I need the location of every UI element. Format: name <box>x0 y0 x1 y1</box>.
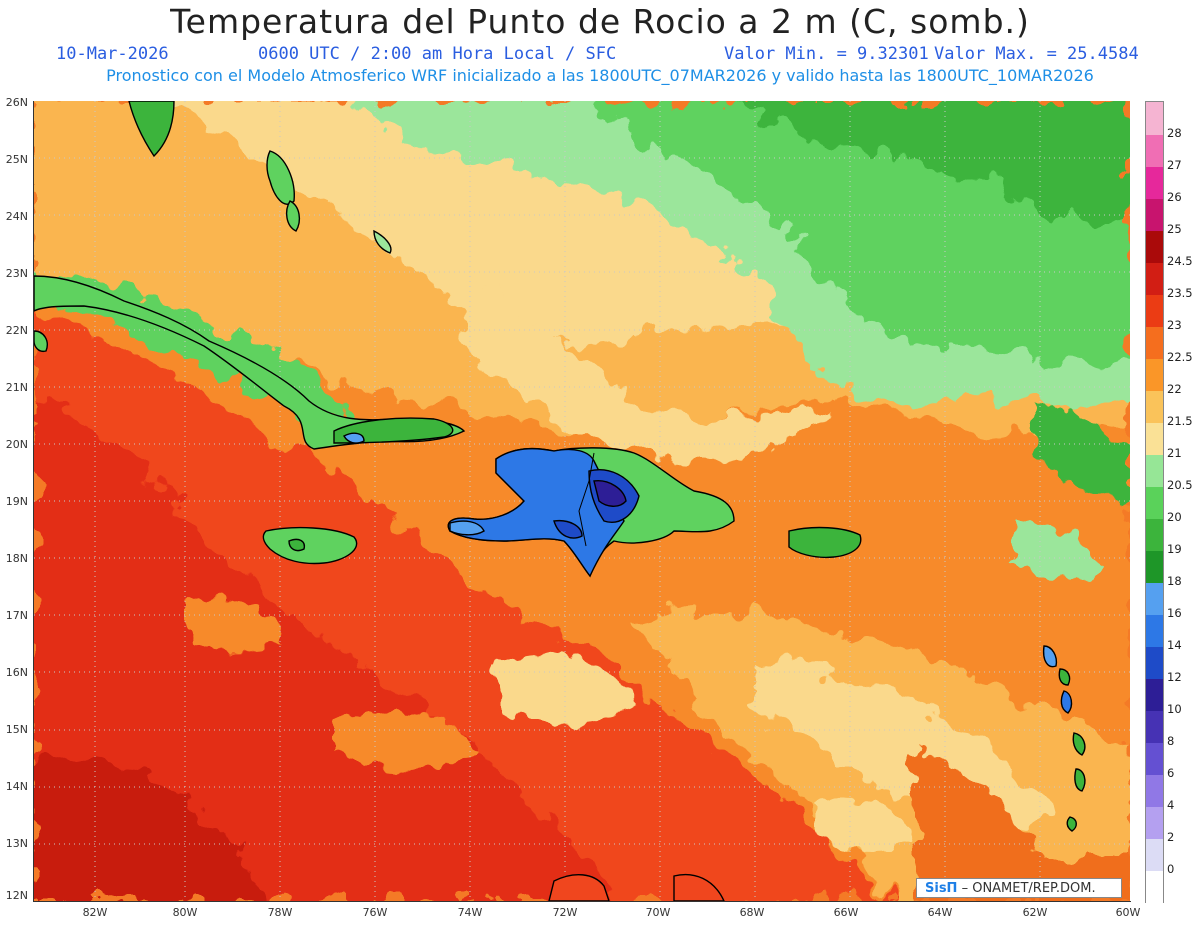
colorbar-segment <box>1146 294 1163 327</box>
colorbar-segment <box>1146 710 1163 743</box>
colorbar-label: 8 <box>1167 734 1175 748</box>
lon-tick: 76W <box>362 906 388 919</box>
colorbar-segment <box>1146 166 1163 199</box>
colorbar-label: 25 <box>1167 222 1182 236</box>
colorbar-segment <box>1146 774 1163 807</box>
coastlines <box>34 101 1086 901</box>
lon-tick: 62W <box>1022 906 1048 919</box>
colorbar-label: 22 <box>1167 382 1182 396</box>
lat-tick: 25N <box>5 153 28 166</box>
lat-tick: 22N <box>5 324 28 337</box>
colorbar-label: 2 <box>1167 830 1175 844</box>
model-info: Pronostico con el Modelo Atmosferico WRF… <box>106 66 1094 85</box>
colorbar-label: 12 <box>1167 670 1182 684</box>
lat-tick: 24N <box>5 210 28 223</box>
colorbar-label: 28 <box>1167 126 1182 140</box>
colorbar-segment <box>1146 422 1163 455</box>
lon-tick: 70W <box>645 906 671 919</box>
min-value: Valor Min. = 9.32301 <box>724 44 929 64</box>
lon-tick: 82W <box>82 906 108 919</box>
colorbar-label: 24.5 <box>1167 254 1193 268</box>
lat-tick: 18N <box>5 552 28 565</box>
colorbar-label: 20 <box>1167 510 1182 524</box>
lat-tick: 20N <box>5 438 28 451</box>
x-axis-line <box>33 901 1131 902</box>
colorbar-label: 16 <box>1167 606 1182 620</box>
colorbar <box>1145 101 1164 903</box>
max-value: Valor Max. = 25.4584 <box>934 44 1139 64</box>
colorbar-label: 6 <box>1167 766 1175 780</box>
lon-tick: 78W <box>267 906 293 919</box>
colorbar-segment <box>1146 742 1163 775</box>
colorbar-label: 21 <box>1167 446 1182 460</box>
lat-tick: 21N <box>5 381 28 394</box>
forecast-date: 10-Mar-2026 <box>56 44 169 64</box>
lat-tick: 13N <box>5 837 28 850</box>
colorbar-label: 19 <box>1167 542 1182 556</box>
colorbar-segment <box>1146 518 1163 551</box>
colorbar-segment <box>1146 326 1163 359</box>
credit-text: – ONAMET/REP.DOM. <box>961 881 1096 896</box>
colorbar-segment <box>1146 646 1163 679</box>
colorbar-segment <box>1146 870 1163 903</box>
colorbar-segment <box>1146 358 1163 391</box>
colorbar-segment <box>1146 230 1163 263</box>
lon-tick: 72W <box>552 906 578 919</box>
lon-tick: 68W <box>739 906 765 919</box>
lat-tick: 15N <box>5 723 28 736</box>
lon-tick: 66W <box>833 906 859 919</box>
colorbar-segment <box>1146 390 1163 423</box>
lon-tick: 60W <box>1115 906 1141 919</box>
colorbar-label: 10 <box>1167 702 1182 716</box>
colorbar-segment <box>1146 102 1163 135</box>
lat-tick: 17N <box>5 609 28 622</box>
subtitle-row: 10-Mar-2026 0600 UTC / 2:00 am Hora Loca… <box>0 44 1200 66</box>
colorbar-label: 23 <box>1167 318 1182 332</box>
lon-tick: 80W <box>172 906 198 919</box>
colorbar-segment <box>1146 550 1163 583</box>
colorbar-segment <box>1146 582 1163 615</box>
lat-tick: 16N <box>5 666 28 679</box>
colorbar-segment <box>1146 838 1163 871</box>
colorbar-segment <box>1146 262 1163 295</box>
forecast-time: 0600 UTC / 2:00 am Hora Local / SFC <box>258 44 617 64</box>
lat-tick: 19N <box>5 495 28 508</box>
lon-tick: 64W <box>927 906 953 919</box>
colorbar-label: 21.5 <box>1167 414 1193 428</box>
colorbar-label: 18 <box>1167 574 1182 588</box>
colorbar-label: 26 <box>1167 190 1182 204</box>
map-field <box>34 101 1130 901</box>
colorbar-label: 23.5 <box>1167 286 1193 300</box>
colorbar-segment <box>1146 134 1163 167</box>
lat-tick: 23N <box>5 267 28 280</box>
colorbar-segment <box>1146 678 1163 711</box>
colorbar-label: 27 <box>1167 158 1182 172</box>
colorbar-label: 20.5 <box>1167 478 1193 492</box>
colorbar-label: 14 <box>1167 638 1182 652</box>
lon-tick: 74W <box>457 906 483 919</box>
colorbar-segment <box>1146 486 1163 519</box>
lat-tick: 26N <box>5 96 28 109</box>
colorbar-segment <box>1146 806 1163 839</box>
colorbar-segment <box>1146 198 1163 231</box>
sispi-logo: SisΠ <box>925 881 958 896</box>
lat-tick: 14N <box>5 780 28 793</box>
colorbar-label: 22.5 <box>1167 350 1193 364</box>
lat-tick: 12N <box>5 889 28 902</box>
colorbar-segment <box>1146 454 1163 487</box>
colorbar-label: 4 <box>1167 798 1175 812</box>
credit-box: SisΠ – ONAMET/REP.DOM. <box>916 878 1122 898</box>
y-axis-line <box>33 101 34 902</box>
colorbar-segment <box>1146 614 1163 647</box>
map-title: Temperatura del Punto de Rocio a 2 m (C,… <box>170 2 1030 41</box>
colorbar-label: 0 <box>1167 862 1175 876</box>
dewpoint-map <box>34 101 1130 901</box>
